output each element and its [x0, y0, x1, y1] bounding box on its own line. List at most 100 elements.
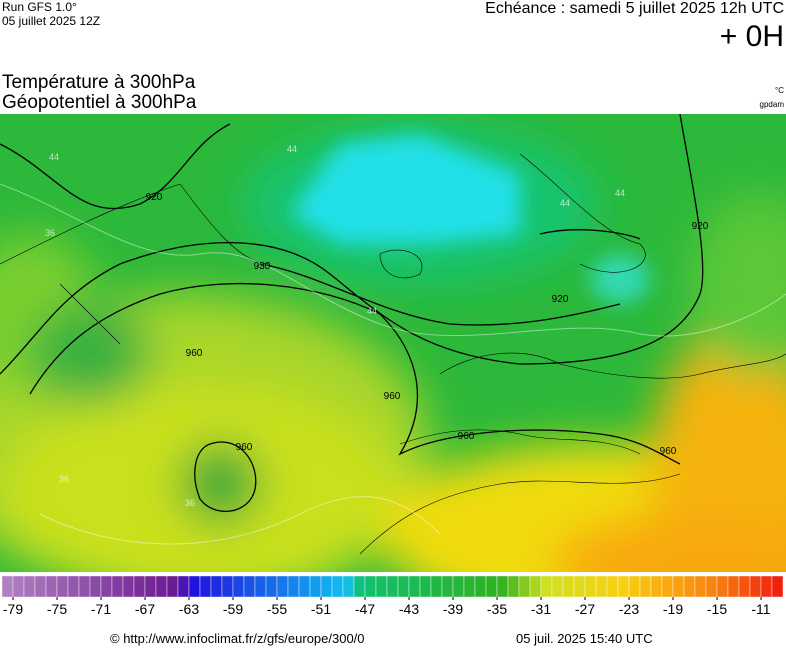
temperature-label: 44: [287, 144, 297, 154]
source-url: © http://www.infoclimat.fr/z/gfs/europe/…: [110, 631, 365, 646]
colorbar-swatch: [199, 575, 212, 598]
colorbar-swatch: [364, 575, 377, 598]
colorbar-swatch: [419, 575, 432, 598]
colorbar-swatch: [254, 575, 267, 598]
colorbar-swatch: [672, 575, 685, 598]
temperature-label: 44: [560, 198, 570, 208]
colorbar-swatch: [133, 575, 146, 598]
temperature-label: 44: [49, 152, 59, 162]
colorbar-swatch: [67, 575, 80, 598]
colorbar-tick-label: -39: [443, 601, 463, 617]
colorbar-swatch: [573, 575, 586, 598]
colorbar-swatch: [584, 575, 597, 598]
colorbar-swatch: [430, 575, 443, 598]
colorbar-swatch: [463, 575, 476, 598]
colorbar-tick-label: -15: [707, 601, 727, 617]
colorbar-swatch: [155, 575, 168, 598]
colorbar-tick-label: -43: [399, 601, 419, 617]
colorbar-swatch: [606, 575, 619, 598]
map: 920 930 920 920 960 960 960 960 960 44 44 44 44 44 36 3…: [0, 114, 786, 572]
contour-label: 960: [384, 391, 401, 402]
colorbar-tick-label: -51: [311, 601, 331, 617]
colorbar-swatch: [595, 575, 608, 598]
colorbar-tick-label: -59: [223, 601, 243, 617]
colorbar-swatch: [1, 575, 14, 598]
colorbar-swatch: [727, 575, 740, 598]
colorbar-tick-label: -31: [531, 601, 551, 617]
colorbar-tick-label: -75: [47, 601, 67, 617]
temperature-field: 920 930 920 920 960 960 960 960 960 44 44 44 44 44 36 3…: [0, 114, 786, 572]
colorbar-swatch: [771, 575, 784, 598]
colorbar-swatch: [760, 575, 773, 598]
colorbar-swatch: [12, 575, 25, 598]
colorbar-swatch: [210, 575, 223, 598]
contour-label: 960: [236, 442, 253, 453]
colorbar-swatch: [529, 575, 542, 598]
title-temp: Température à 300hPa: [2, 72, 196, 93]
colorbar-swatch: [56, 575, 69, 598]
contour-label: 920: [146, 192, 163, 203]
colorbar-swatch: [705, 575, 718, 598]
colorbar-swatch: [749, 575, 762, 598]
colorbar-swatch: [45, 575, 58, 598]
echeance: Echéance : samedi 5 juillet 2025 12h UTC: [485, 0, 784, 17]
colorbar-swatch: [232, 575, 245, 598]
colorbar-swatch: [276, 575, 289, 598]
run-date: 05 juillet 2025 12Z: [2, 14, 101, 28]
colorbar-swatch: [474, 575, 487, 598]
colorbar-tick-label: -19: [663, 601, 683, 617]
contour-label: 930: [254, 261, 271, 272]
colorbar-swatch: [100, 575, 113, 598]
colorbar-swatch: [661, 575, 674, 598]
colorbar-swatch: [441, 575, 454, 598]
colorbar-tick-label: -35: [487, 601, 507, 617]
colorbar-swatch: [617, 575, 630, 598]
colorbar-swatch: [188, 575, 201, 598]
colorbar-swatch: [89, 575, 102, 598]
colorbar-swatch: [738, 575, 751, 598]
temperature-isolines: [0, 183, 786, 545]
colorbar-tick-label: -71: [91, 601, 111, 617]
colorbar-swatch: [298, 575, 311, 598]
colorbar-tick-label: -27: [575, 601, 595, 617]
colorbar-swatch: [540, 575, 553, 598]
generated-at: 05 juil. 2025 15:40 UTC: [516, 631, 653, 646]
run-label: Run GFS 1.0°: [2, 0, 77, 14]
contour-label: 960: [186, 348, 203, 359]
colorbar-swatch: [507, 575, 520, 598]
colorbar-swatch: [408, 575, 421, 598]
colorbar-swatch: [683, 575, 696, 598]
colorbar-swatch: [562, 575, 575, 598]
colorbar-swatch: [78, 575, 91, 598]
unit-geo: gpdam: [759, 100, 784, 109]
colorbar-swatch: [694, 575, 707, 598]
colorbar-swatch: [628, 575, 641, 598]
colorbar-tick-label: -79: [3, 601, 23, 617]
colorbar-tick-label: -23: [619, 601, 639, 617]
colorbar-swatch: [342, 575, 355, 598]
contour-label: 960: [660, 446, 677, 457]
colorbar-tick-label: -67: [135, 601, 155, 617]
temperature-label: 44: [367, 306, 377, 316]
colorbar-swatch: [144, 575, 157, 598]
unit-temp: °C: [775, 86, 784, 95]
colorbar-swatch: [111, 575, 124, 598]
coastlines: [0, 153, 786, 555]
title-geo: Géopotentiel à 300hPa: [2, 92, 197, 113]
colorbar-swatch: [485, 575, 498, 598]
colorbar-swatch: [265, 575, 278, 598]
colorbar-tick-label: -47: [355, 601, 375, 617]
contour-label: 920: [692, 221, 709, 232]
colorbar-swatch: [34, 575, 47, 598]
temperature-label: 36: [59, 474, 69, 484]
colorbar-swatch: [331, 575, 344, 598]
temperature-label: 36: [45, 228, 55, 238]
colorbar-tick-label: -63: [179, 601, 199, 617]
colorbar-swatch: [551, 575, 564, 598]
colorbar-swatch: [221, 575, 234, 598]
colorbar-swatch: [309, 575, 322, 598]
colorbar-swatch: [122, 575, 135, 598]
temperature-label: 36: [185, 498, 195, 508]
colorbar-swatch: [386, 575, 399, 598]
geopotential-contours: [0, 114, 704, 512]
